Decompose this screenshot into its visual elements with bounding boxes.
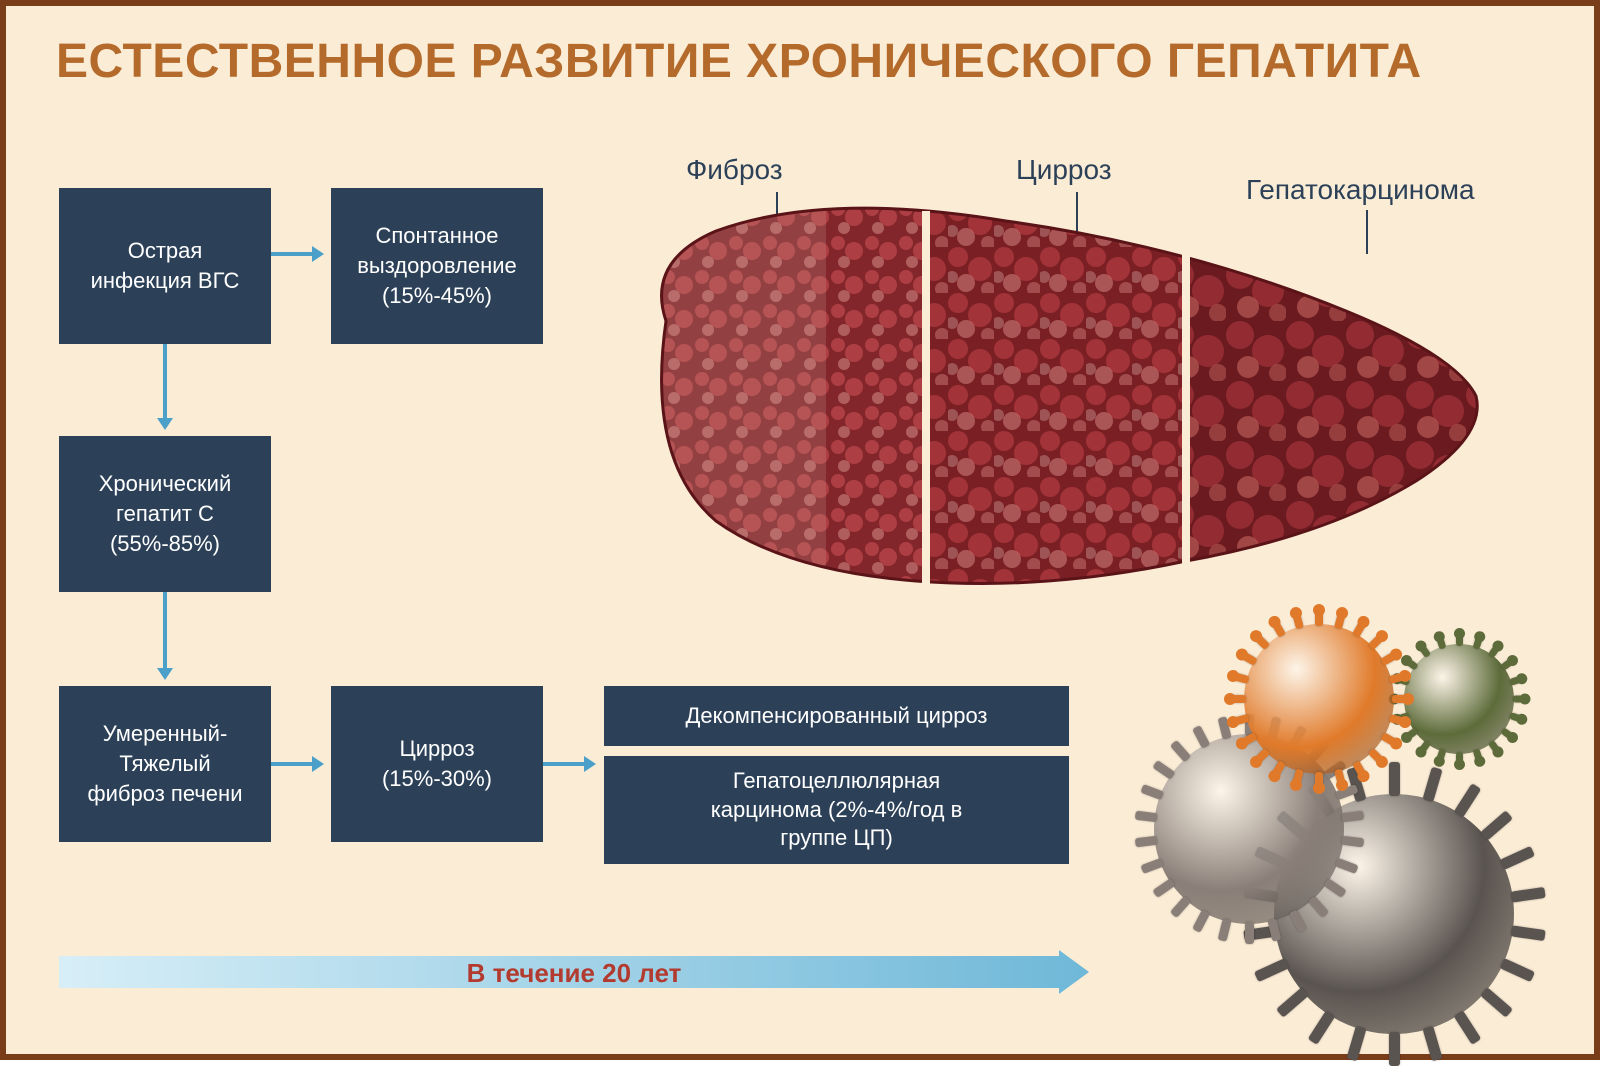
flow-node-cirr: Цирроз(15%-30%) xyxy=(331,686,543,842)
infographic-frame: ЕСТЕСТВЕННОЕ РАЗВИТИЕ ХРОНИЧЕСКОГО ГЕПАТ… xyxy=(0,0,1600,1060)
flow-node-chronic: Хроническийгепатит С(55%-85%) xyxy=(59,436,271,592)
virus-particle xyxy=(1244,624,1394,774)
liver-svg xyxy=(626,201,1496,621)
flow-arrow xyxy=(153,580,177,692)
virus-cluster xyxy=(1124,614,1554,994)
flow-node-fibrosis: Умеренный-Тяжелыйфиброз печени xyxy=(59,686,271,842)
flow-node-acute: Остраяинфекция ВГС xyxy=(59,188,271,344)
liver-stage-label: Цирроз xyxy=(1016,154,1112,186)
liver-stage-label: Фиброз xyxy=(686,154,783,186)
flow-node-decomp: Декомпенсированный цирроз xyxy=(604,686,1069,746)
virus-particle xyxy=(1404,644,1514,754)
timeline-arrow: В течение 20 лет xyxy=(59,950,1089,994)
flow-arrow xyxy=(153,332,177,442)
liver-illustration xyxy=(626,201,1496,621)
flow-node-spont: Спонтанноевыздоровление(15%-45%) xyxy=(331,188,543,344)
page-title: ЕСТЕСТВЕННОЕ РАЗВИТИЕ ХРОНИЧЕСКОГО ГЕПАТ… xyxy=(56,34,1544,89)
timeline-text: В течение 20 лет xyxy=(59,958,1089,989)
flow-node-hcc: Гепатоцеллюлярнаякарцинома (2%-4%/год вг… xyxy=(604,756,1069,864)
